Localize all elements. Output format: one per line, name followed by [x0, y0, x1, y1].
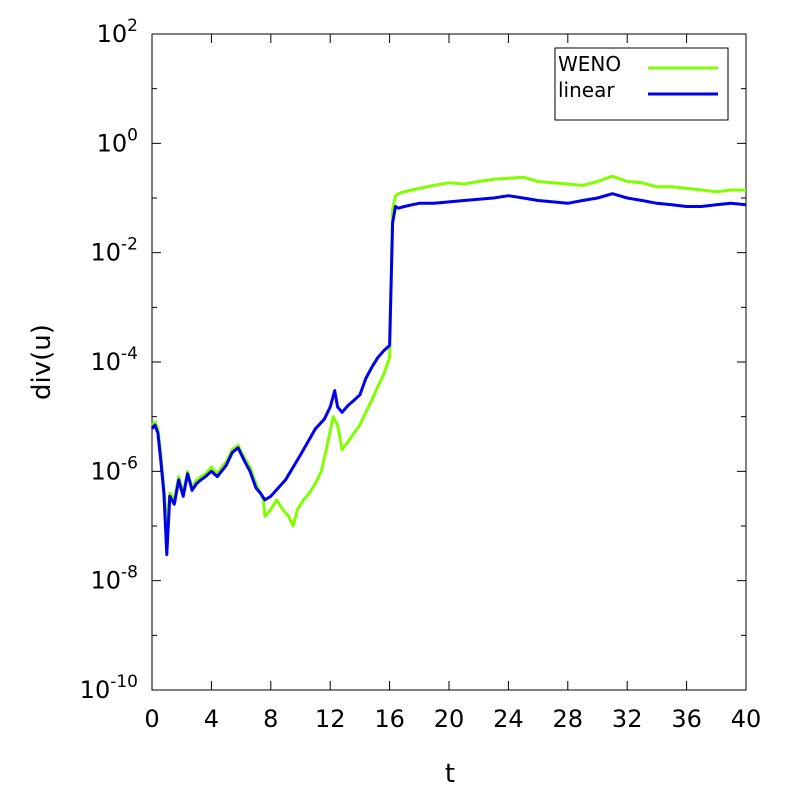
plot-frame [151, 33, 747, 691]
x-axis-label: t [445, 759, 455, 789]
y-tick-label: 10-6 [91, 453, 139, 485]
series-layer [150, 174, 747, 557]
x-tick-label: 0 [144, 705, 159, 733]
y-tick-label: 102 [97, 16, 138, 48]
legend-label-linear: linear [558, 78, 615, 102]
legend-label-weno: WENO [558, 52, 621, 76]
y-axis-label: div(u) [27, 324, 57, 400]
series-line-linear [150, 192, 747, 557]
x-axis-ticks: 0 4 8 12 16 20 24 28 32 36 40 [144, 34, 761, 733]
x-tick-label: 20 [434, 705, 465, 733]
plot-area [151, 33, 747, 691]
x-tick-label: 12 [315, 705, 346, 733]
x-tick-label: 28 [553, 705, 584, 733]
y-tick-label: 10-8 [91, 563, 139, 595]
y-tick-label: 10-10 [80, 672, 138, 704]
x-tick-label: 40 [731, 705, 762, 733]
legend-box [554, 47, 729, 121]
x-tick-label: 8 [263, 705, 278, 733]
y-tick-label: 10-2 [91, 235, 139, 267]
x-tick-label: 32 [612, 705, 643, 733]
y-tick-label: 100 [97, 125, 138, 157]
y-tick-label: 10-4 [91, 344, 139, 376]
x-tick-label: 24 [493, 705, 524, 733]
x-tick-label: 36 [671, 705, 702, 733]
x-tick-label: 16 [374, 705, 405, 733]
x-tick-label: 4 [204, 705, 219, 733]
y-axis-ticks: 10-10 10-8 10-6 10-4 10-2 100 102 [80, 16, 746, 704]
series-line-weno [150, 174, 746, 528]
